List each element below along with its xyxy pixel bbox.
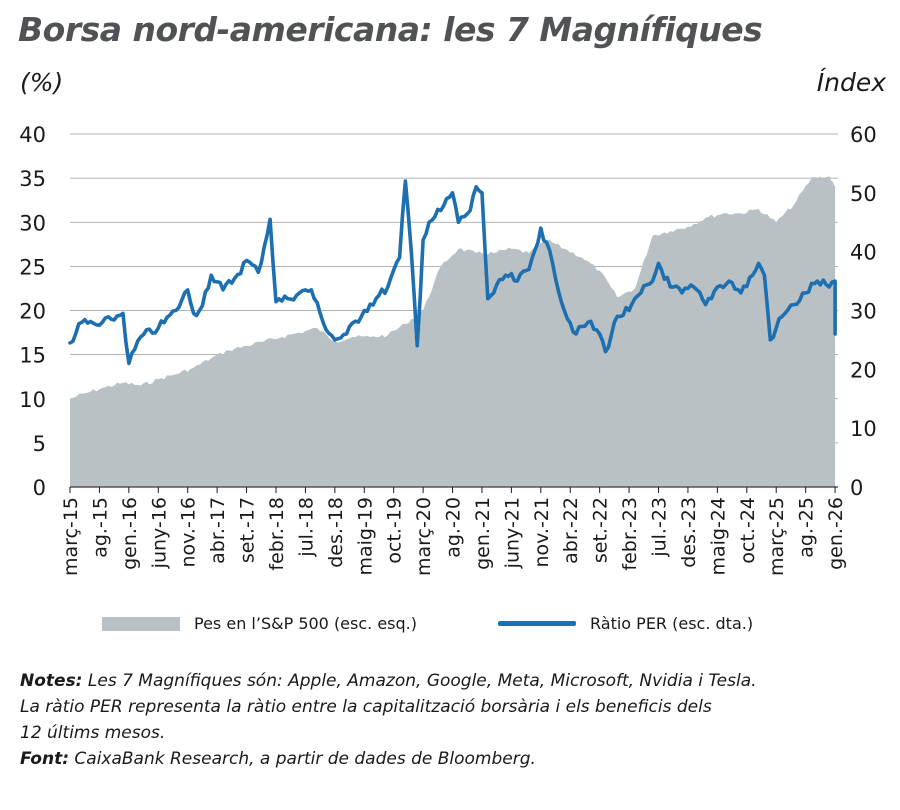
left-tick-label: 25 bbox=[19, 255, 46, 279]
source-text: CaixaBank Research, a partir de dades de… bbox=[74, 749, 536, 769]
x-tick-label: set.-17 bbox=[237, 497, 259, 563]
x-tick-label: set.-22 bbox=[590, 497, 612, 563]
x-tick-label: juny-16 bbox=[148, 497, 170, 569]
left-tick-label: 30 bbox=[19, 211, 46, 235]
area-series-weight bbox=[70, 176, 836, 487]
right-axis-unit: Índex bbox=[816, 68, 886, 97]
right-tick-label: 20 bbox=[850, 358, 877, 382]
left-tick-label: 10 bbox=[19, 388, 46, 412]
axis-layer: 0 5 10 15 20 25 30 35 40 0 10 20 30 40 50 60 març-15 ag.-… bbox=[19, 123, 876, 576]
left-tick-label: 20 bbox=[19, 300, 46, 324]
x-tick-label: abr.-22 bbox=[560, 497, 582, 564]
left-tick-label: 5 bbox=[33, 432, 46, 456]
left-axis-unit: (%) bbox=[20, 68, 64, 97]
x-tick-label: oct.-24 bbox=[737, 497, 759, 564]
x-tick-label: nov.-21 bbox=[531, 497, 553, 568]
left-tick-label: 15 bbox=[19, 344, 46, 368]
source-label: Font: bbox=[20, 749, 69, 769]
x-tick-label: ag.-25 bbox=[796, 497, 818, 558]
notes-block: Notes: Les 7 Magnífiques són: Apple, Ama… bbox=[20, 668, 880, 772]
chart-title: Borsa nord-americana: les 7 Magnífiques bbox=[18, 10, 763, 49]
x-tick-label: juny-21 bbox=[501, 497, 523, 569]
x-tick-label: jul.-23 bbox=[649, 497, 671, 558]
x-tick-label: abr.-17 bbox=[207, 497, 229, 564]
x-tick-label: ag.-20 bbox=[443, 497, 465, 558]
right-tick-label: 0 bbox=[850, 476, 863, 500]
line-layer bbox=[68, 179, 837, 366]
x-tick-label: març-20 bbox=[413, 497, 435, 576]
x-tick-label: gen.-16 bbox=[119, 497, 141, 570]
legend-item-per: Ràtio PER (esc. dta.) bbox=[498, 614, 753, 633]
legend-line-label: Ràtio PER (esc. dta.) bbox=[590, 614, 754, 633]
right-tick-label: 10 bbox=[850, 417, 877, 441]
right-tick-label: 60 bbox=[850, 123, 877, 147]
left-tick-label: 35 bbox=[19, 167, 46, 191]
notes-label: Notes: bbox=[20, 671, 83, 691]
right-tick-label: 50 bbox=[850, 182, 877, 206]
right-tick-label: 30 bbox=[850, 300, 877, 324]
legend-item-weight: Pes en l’S&P 500 (esc. esq.) bbox=[102, 614, 417, 633]
right-tick-label: 40 bbox=[850, 241, 877, 265]
left-tick-label: 0 bbox=[33, 476, 46, 500]
x-tick-label: març-25 bbox=[766, 497, 788, 576]
x-tick-label: nov.-16 bbox=[178, 497, 200, 568]
x-tick-label: febr.-23 bbox=[619, 497, 641, 571]
x-tick-label: ag.-15 bbox=[89, 497, 111, 558]
chart-canvas: 0 5 10 15 20 25 30 35 40 0 10 20 30 40 50 60 març-15 ag.-… bbox=[19, 123, 876, 576]
left-tick-label: 40 bbox=[19, 123, 46, 147]
legend-line-swatch bbox=[498, 621, 576, 626]
notes-line-3: 12 últims mesos. bbox=[20, 723, 166, 743]
x-tick-label: oct.-19 bbox=[384, 497, 406, 564]
x-tick-label: gen.-26 bbox=[825, 497, 847, 570]
notes-line-1: Les 7 Magnífiques són: Apple, Amazon, Go… bbox=[87, 671, 757, 691]
x-tick-label: jul.-18 bbox=[295, 497, 317, 558]
legend-area-label: Pes en l’S&P 500 (esc. esq.) bbox=[194, 614, 417, 633]
legend-area-swatch bbox=[102, 616, 180, 631]
x-tick-label: maig-19 bbox=[354, 497, 376, 576]
x-tick-label: febr.-18 bbox=[266, 497, 288, 571]
x-tick-label: maig-24 bbox=[707, 497, 729, 576]
x-tick-label: des.-18 bbox=[325, 497, 347, 568]
legend: Pes en l’S&P 500 (esc. esq.) Ràtio PER (… bbox=[0, 614, 900, 644]
x-tick-label: des.-23 bbox=[678, 497, 700, 568]
area-layer bbox=[70, 176, 836, 487]
x-tick-label: gen.-21 bbox=[472, 497, 494, 570]
x-tick-label: març-15 bbox=[60, 497, 82, 576]
line-series-per bbox=[68, 179, 837, 366]
notes-line-2: La ràtio PER representa la ràtio entre l… bbox=[20, 697, 712, 717]
